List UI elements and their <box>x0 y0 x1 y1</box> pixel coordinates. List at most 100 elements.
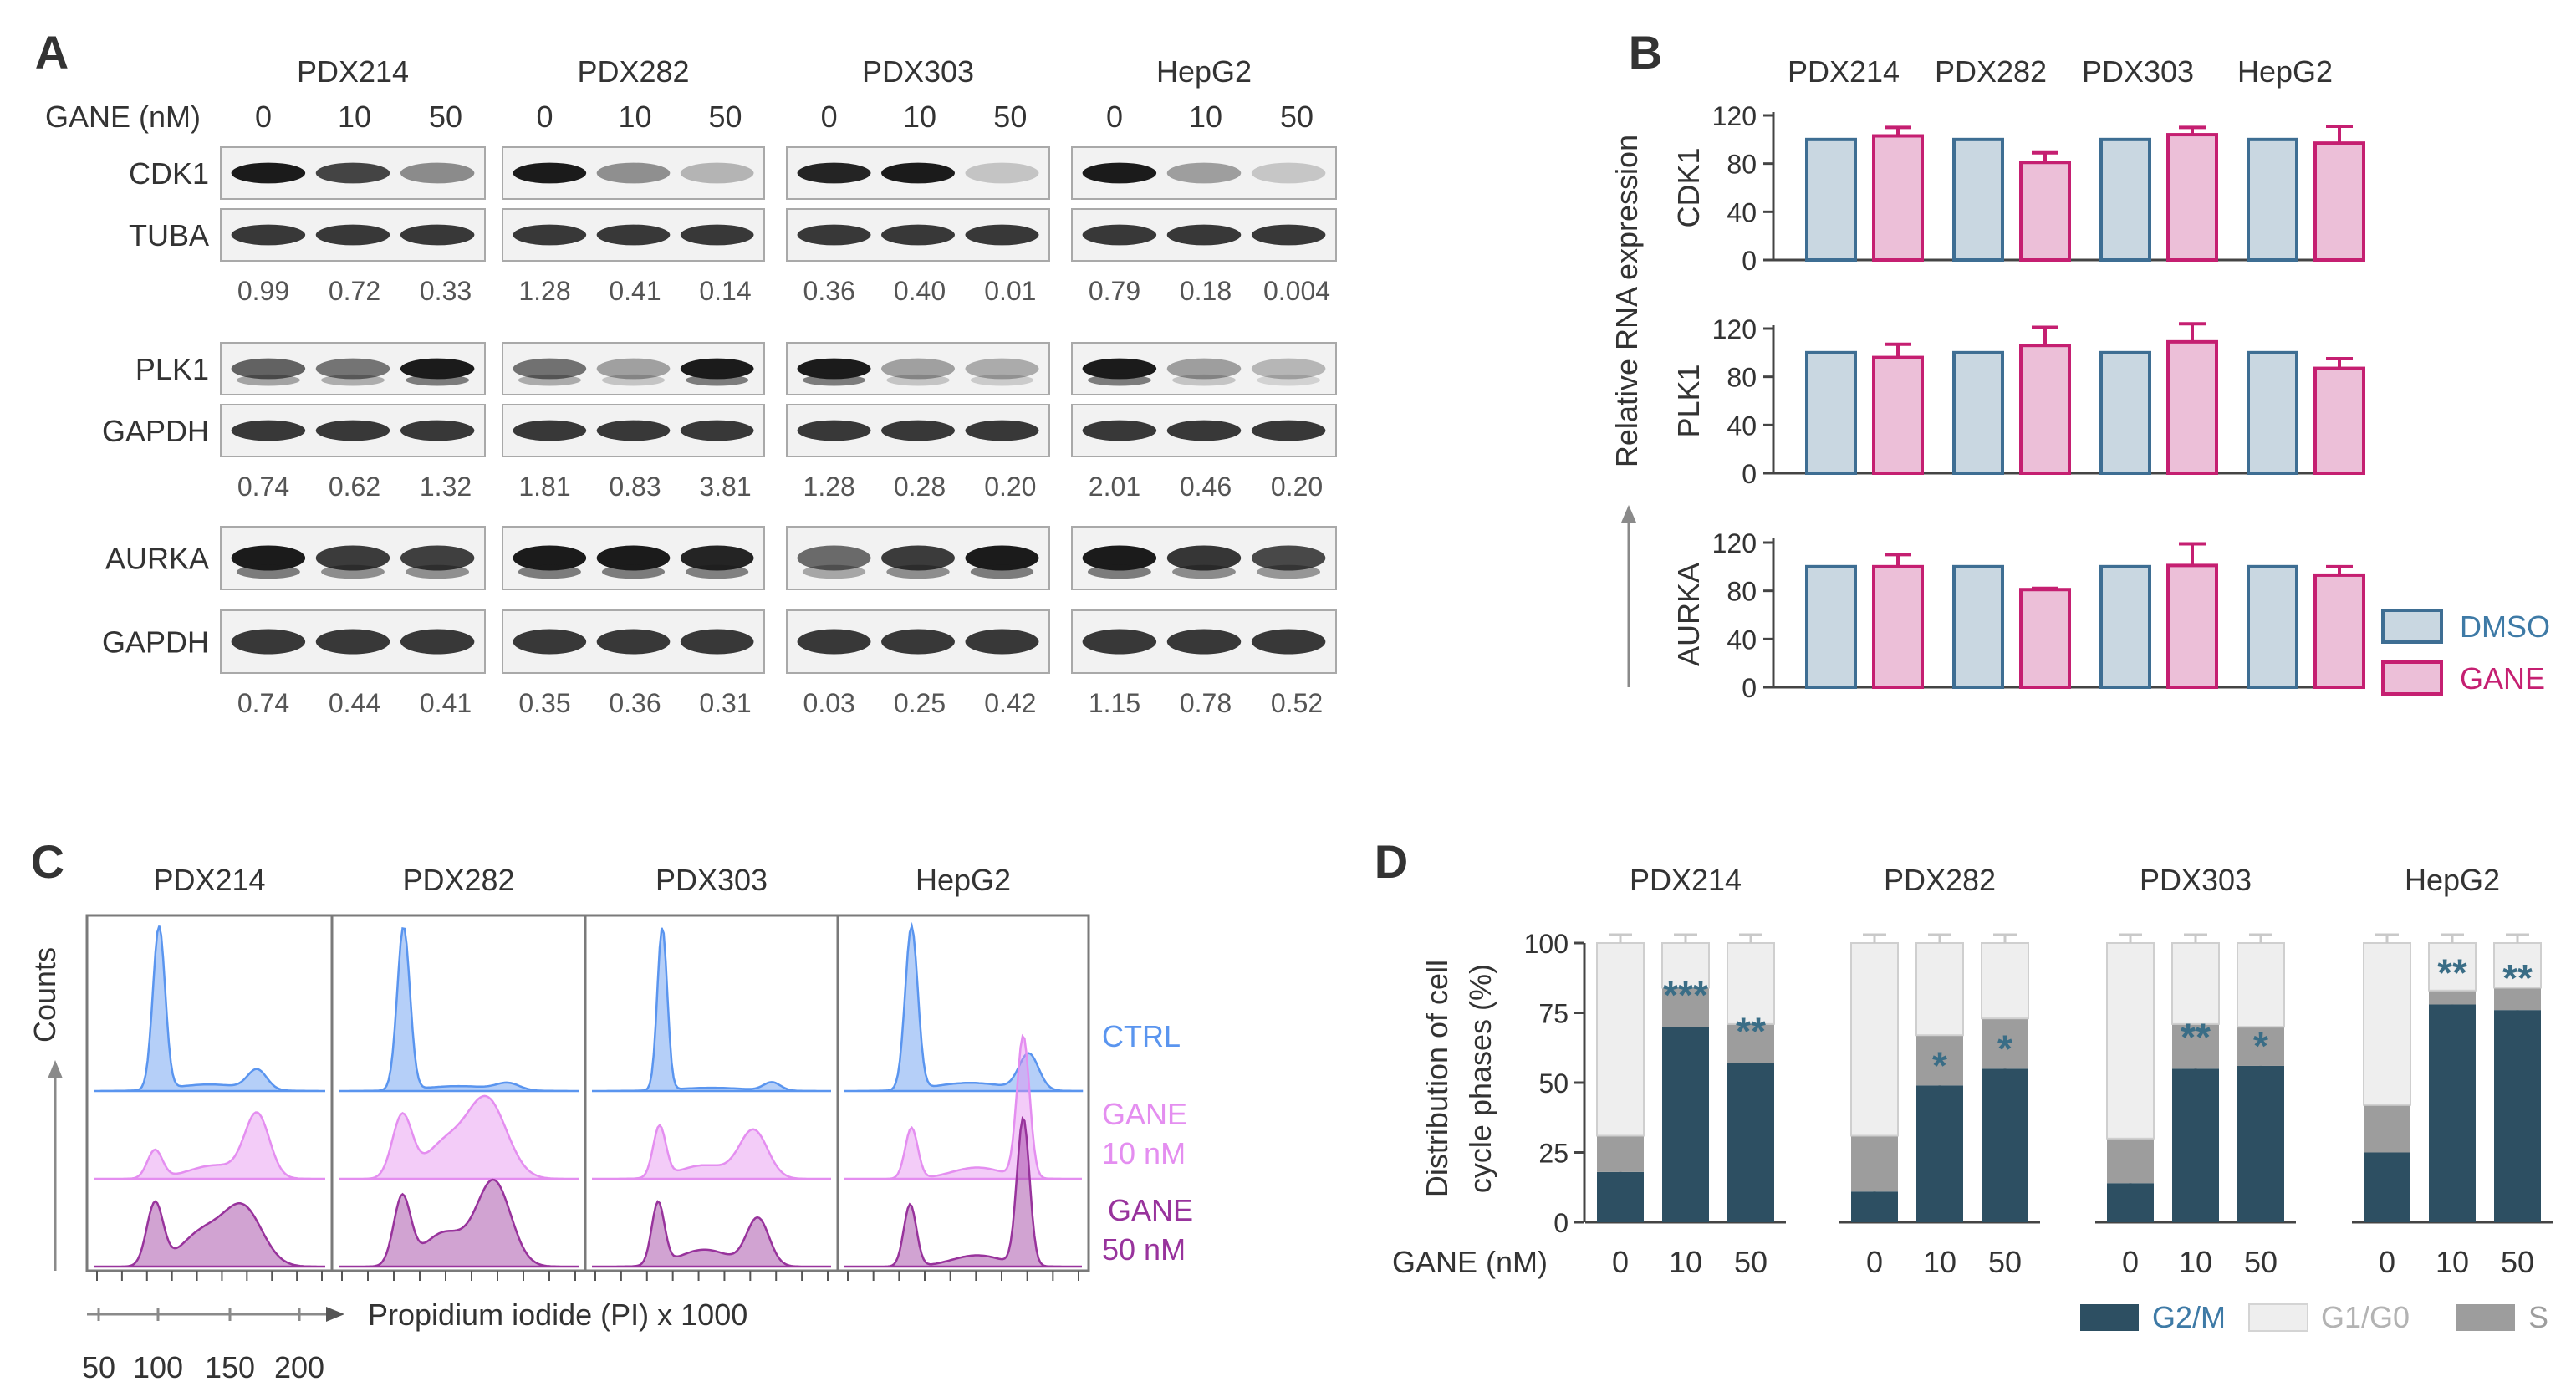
cell-cycle-g1g0-bar <box>2493 942 2542 989</box>
rna-legend-gane-label: GANE <box>2460 661 2545 696</box>
blot-loading-label: GAPDH <box>102 414 209 448</box>
blot-band <box>1082 162 1157 184</box>
cell-cycle-dose-label: 50 <box>2501 1245 2534 1279</box>
blot-band <box>1082 545 1157 571</box>
cell-cycle-legend-s-label: S <box>2528 1300 2548 1334</box>
blot-band <box>315 420 390 441</box>
histogram-legend-gane50-line1: GANE <box>1108 1193 1193 1227</box>
histogram-x-tick-label: 50 <box>82 1350 115 1384</box>
blot-dose-label: 50 <box>429 99 462 134</box>
blot-quant-value: 0.35 <box>518 688 570 718</box>
cell-cycle-g1g0-bar <box>2237 942 2285 1028</box>
rna-y-tick-label: 80 <box>1727 577 1757 607</box>
blot-band <box>596 358 671 380</box>
blot-band <box>1251 358 1326 380</box>
blot-band <box>321 564 385 579</box>
cell-cycle-x-axis-label: GANE (nM) <box>1392 1245 1548 1279</box>
blot-band <box>518 374 581 386</box>
cell-cycle-cell-title: HepG2 <box>2405 863 2500 897</box>
blot-protein-label: AURKA <box>105 542 209 576</box>
histogram-cell-title: PDX303 <box>655 863 768 897</box>
cell-cycle-g2m-bar <box>2429 1004 2476 1222</box>
cell-cycle-g1g0-bar <box>1661 942 1710 989</box>
cell-cycle-s-bar <box>1851 1135 1898 1192</box>
cell-cycle-g1g0-bar <box>1981 942 2029 1020</box>
blot-band <box>965 162 1039 184</box>
histogram-x-tick-label: 200 <box>274 1350 324 1384</box>
blot-quant-value: 3.81 <box>699 472 751 502</box>
cell-cycle-g2m-bar <box>2494 1010 2541 1222</box>
rna-dmso-bar <box>2247 137 2298 262</box>
cell-cycle-y-axis-label-line1: Distribution of cell <box>1420 960 1454 1197</box>
blot-cell-title: PDX303 <box>862 54 974 89</box>
blot-band <box>1166 358 1242 380</box>
cell-cycle-significance: ** <box>2437 951 2467 994</box>
blot-band <box>686 374 749 386</box>
histogram-legend-ctrl: CTRL <box>1102 1019 1181 1053</box>
blot-band <box>797 358 871 380</box>
histogram-curve <box>592 1123 831 1180</box>
blot-band <box>315 358 390 380</box>
rna-gane-bar <box>2166 563 2218 689</box>
blot-quant-value: 0.28 <box>894 472 946 502</box>
blot-band <box>797 224 871 246</box>
rna-gane-bar <box>2019 588 2071 689</box>
rna-y-tick-label: 40 <box>1727 197 1757 227</box>
rna-gane-bar <box>1872 355 1924 475</box>
blot-band <box>881 162 955 184</box>
histogram-x-tick-label: 100 <box>133 1350 183 1384</box>
cell-cycle-y-tick-label: 25 <box>1538 1139 1569 1169</box>
blot-band <box>1172 564 1236 579</box>
blot-band <box>881 629 955 655</box>
blot-band <box>1082 224 1157 246</box>
cell-cycle-g2m-bar <box>2107 1183 2154 1222</box>
cell-cycle-s-bar <box>2429 990 2476 1005</box>
histogram-legend-gane10-line1: GANE <box>1102 1097 1187 1131</box>
blot-dose-label: 10 <box>1189 99 1222 134</box>
panel-label-d: D <box>1375 835 1408 888</box>
cell-cycle-g2m-bar <box>1727 1063 1774 1222</box>
cell-cycle-dose-label: 0 <box>2379 1245 2395 1279</box>
cell-cycle-g2m-bar <box>1982 1068 2028 1222</box>
blot-dose-label: 0 <box>1106 99 1123 134</box>
blot-quant-value: 0.79 <box>1089 276 1140 306</box>
blot-band <box>596 224 671 246</box>
blot-cell-title: HepG2 <box>1156 54 1252 89</box>
blot-band <box>596 162 671 184</box>
cell-cycle-dose-label: 0 <box>1866 1245 1883 1279</box>
blot-loading-label: GAPDH <box>102 625 209 660</box>
cell-cycle-significance: ** <box>1736 1010 1766 1053</box>
blot-dose-label: 0 <box>821 99 838 134</box>
blot-band <box>965 420 1039 441</box>
blot-band <box>686 564 749 579</box>
cell-cycle-s-bar <box>1982 1018 2028 1069</box>
blot-band <box>797 162 871 184</box>
cell-cycle-s-bar <box>1916 1035 1963 1086</box>
rna-gane-bar <box>2019 344 2071 475</box>
blot-band <box>1251 224 1326 246</box>
blot-quant-value: 0.44 <box>329 688 380 718</box>
blot-band <box>1251 162 1326 184</box>
cell-cycle-g2m-bar <box>1662 1027 1709 1222</box>
blot-band <box>1172 374 1236 386</box>
cell-cycle-y-tick-label: 75 <box>1538 999 1569 1029</box>
cell-cycle-significance: ** <box>2181 1015 2211 1058</box>
rna-gane-bar <box>2313 366 2365 476</box>
blot-band <box>881 420 955 441</box>
blot-band <box>400 358 475 380</box>
cell-cycle-g1g0-bar <box>2171 942 2220 1025</box>
blot-band <box>231 545 306 571</box>
blot-quant-value: 0.20 <box>1271 472 1323 502</box>
blot-quant-value: 0.46 <box>1180 472 1232 502</box>
blot-quant-value: 0.83 <box>609 472 661 502</box>
blot-band <box>321 374 385 386</box>
blot-band <box>513 224 587 246</box>
cell-cycle-legend-g2m-label: G2/M <box>2152 1300 2226 1334</box>
blot-quant-value: 0.14 <box>699 276 751 306</box>
histogram-curve <box>844 921 1084 1093</box>
cell-cycle-significance: * <box>2253 1024 2268 1068</box>
blot-band <box>1257 374 1321 386</box>
cell-cycle-g2m-bar <box>2364 1152 2410 1222</box>
rna-gene-label: AURKA <box>1671 563 1706 666</box>
blot-dose-label: 10 <box>903 99 936 134</box>
